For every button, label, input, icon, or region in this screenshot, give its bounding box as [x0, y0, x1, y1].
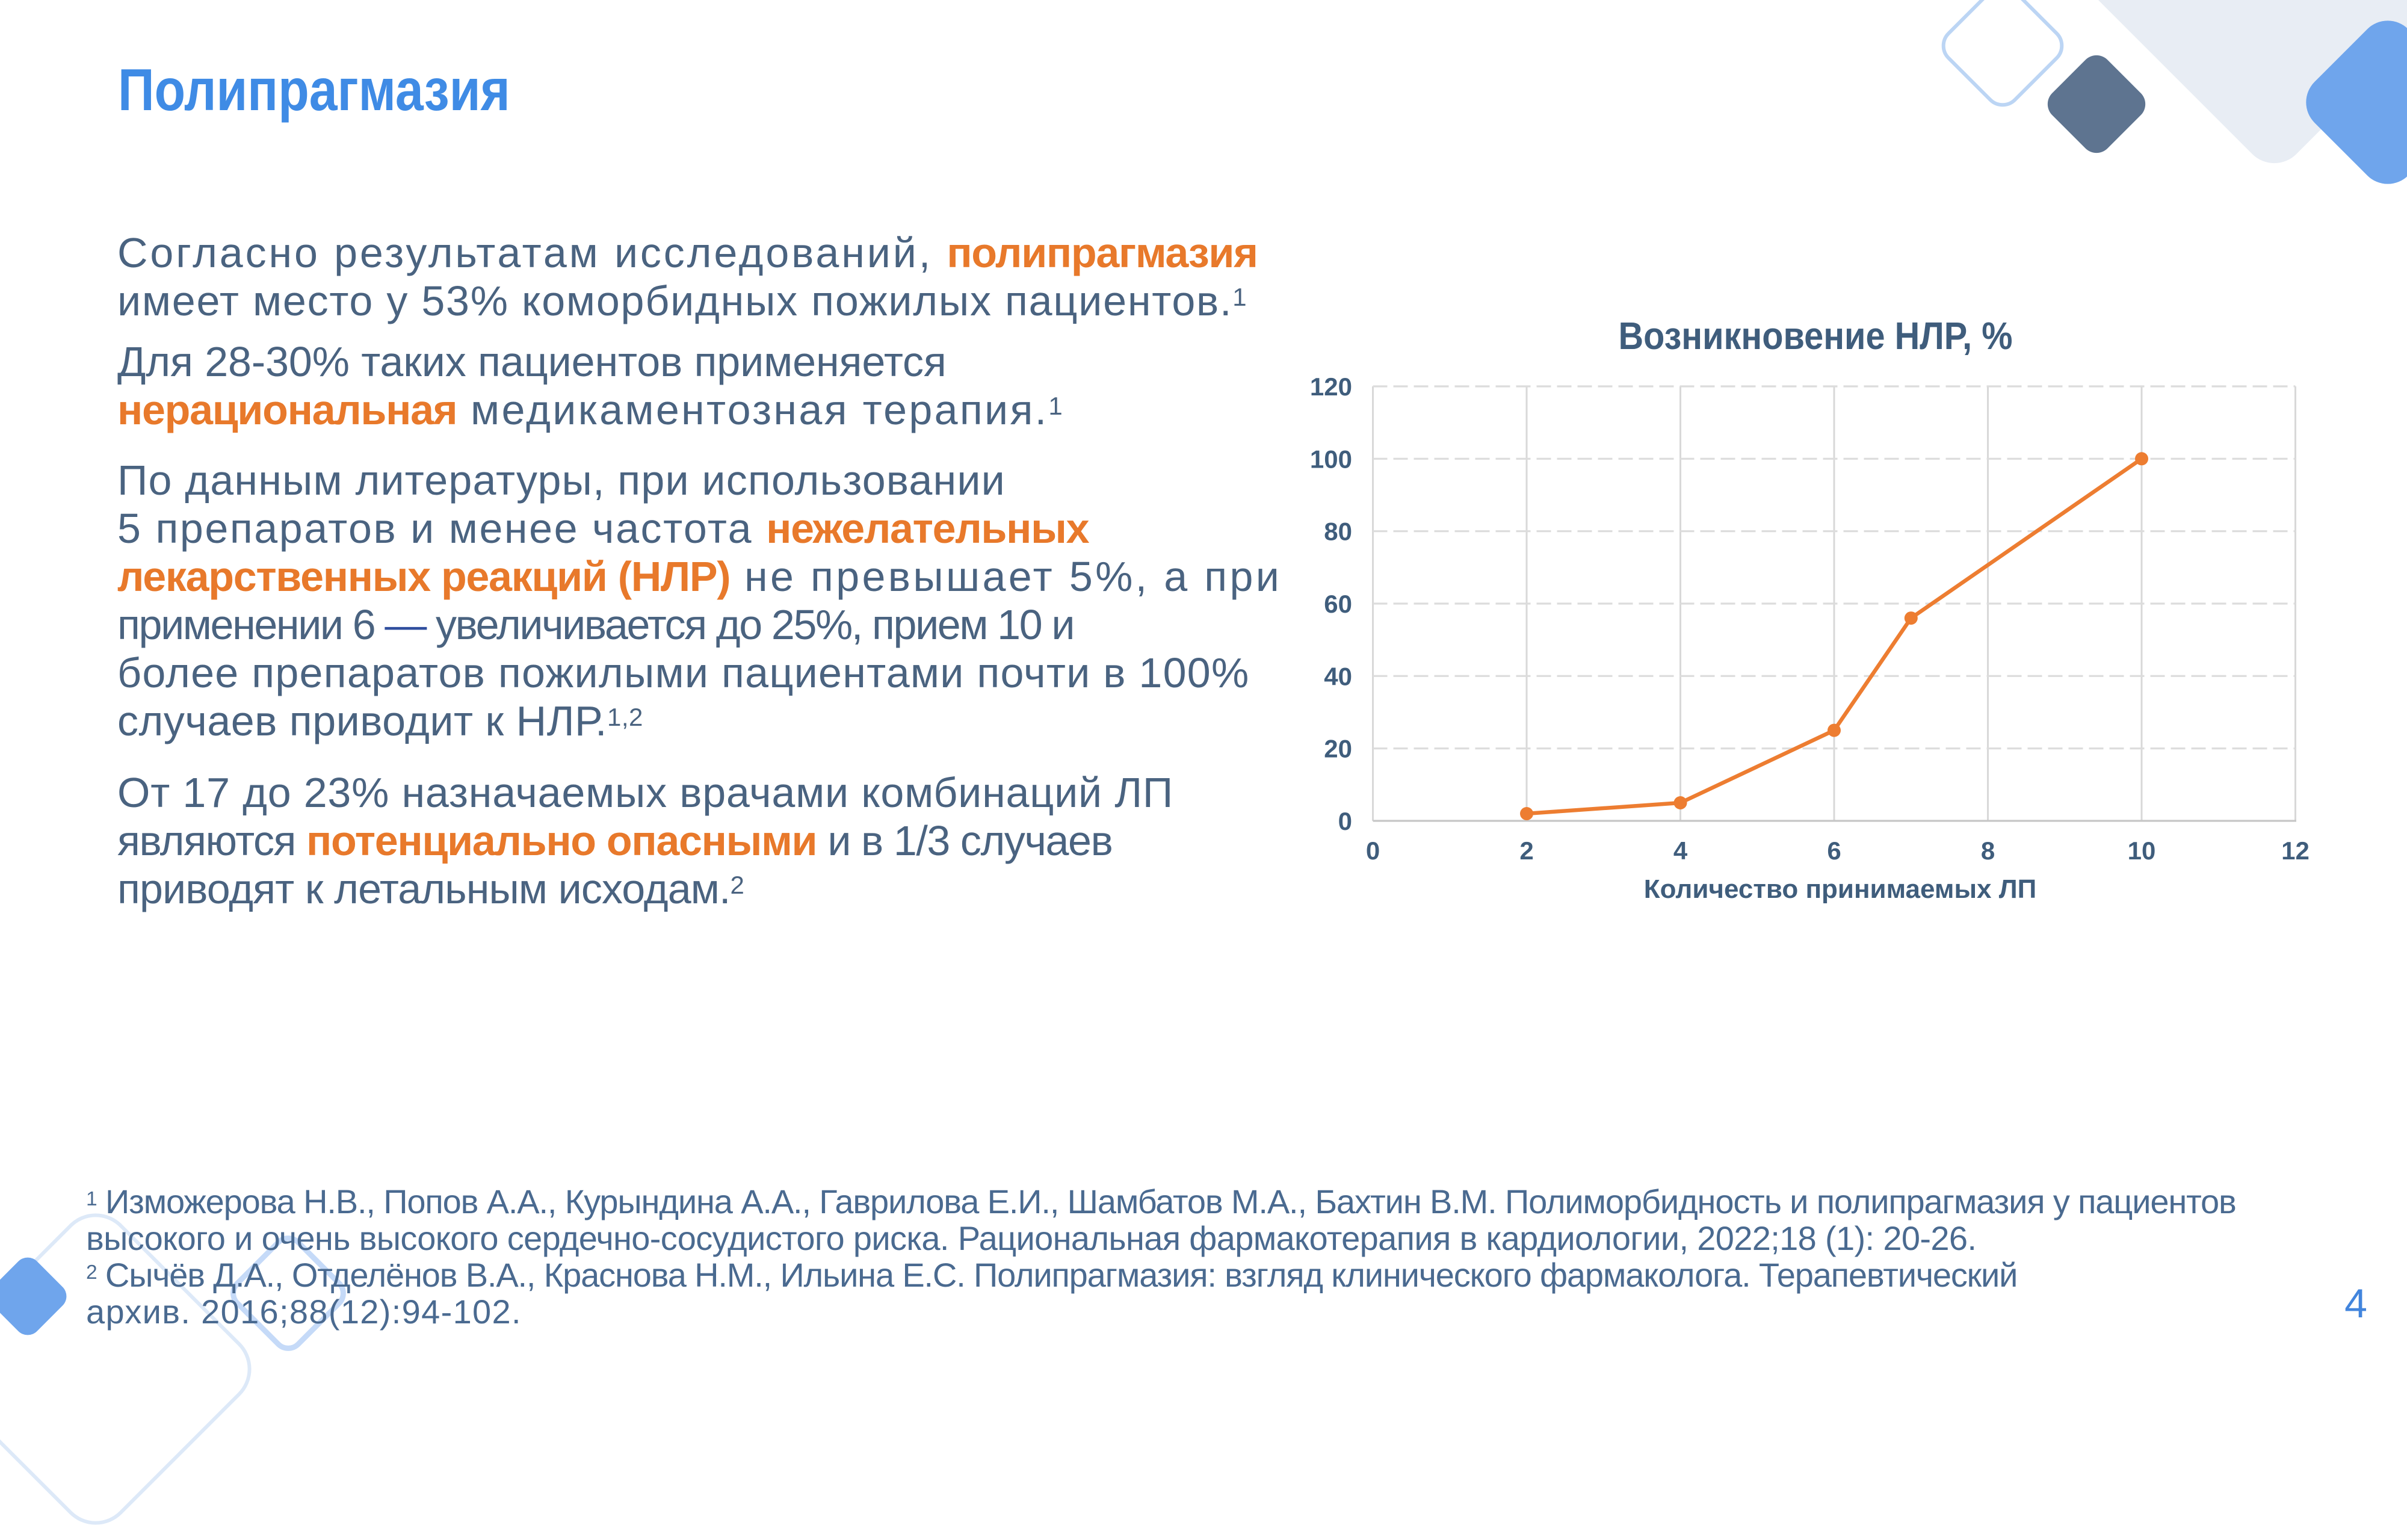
svg-text:10: 10	[2128, 836, 2156, 865]
svg-text:0: 0	[1338, 807, 1352, 835]
svg-text:60: 60	[1324, 590, 1352, 618]
svg-text:Возникновение НЛР, %: Возникновение НЛР, %	[1619, 314, 2013, 357]
svg-text:6: 6	[1827, 836, 1841, 865]
svg-text:100: 100	[1310, 445, 1352, 473]
svg-text:0: 0	[1366, 836, 1380, 865]
svg-text:2: 2	[1519, 836, 1533, 865]
svg-text:80: 80	[1324, 518, 1352, 546]
svg-text:Количество принимаемых ЛП: Количество принимаемых ЛП	[1644, 874, 2036, 904]
svg-text:120: 120	[1310, 373, 1352, 401]
svg-text:4: 4	[1673, 836, 1688, 865]
svg-text:12: 12	[2281, 836, 2310, 865]
svg-text:8: 8	[1981, 836, 1995, 865]
svg-text:20: 20	[1324, 735, 1352, 763]
svg-text:40: 40	[1324, 662, 1352, 690]
